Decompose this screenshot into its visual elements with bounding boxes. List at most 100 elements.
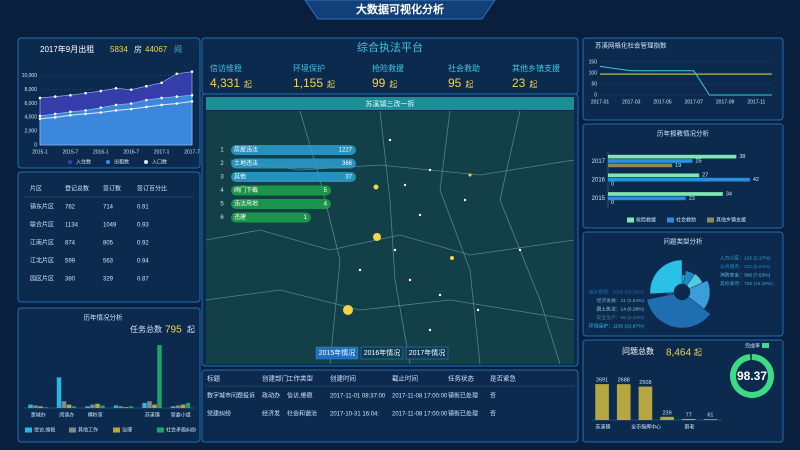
panel-frame (17, 307, 201, 443)
rank-bar (231, 212, 311, 223)
rank-number: 6 (220, 215, 224, 221)
table-header: 签订百分比 (137, 185, 167, 193)
y-tick-label: 2016 (592, 178, 606, 184)
point (84, 112, 87, 116)
rank-number: 1 (220, 148, 224, 154)
legend-label: 社会救助 (676, 216, 696, 223)
table-cell: 599 (65, 259, 76, 265)
x-tick-label: 阅读办 (59, 411, 74, 418)
x-tick-label: 2017-11 (747, 99, 765, 105)
bar (118, 406, 124, 408)
bar (85, 406, 90, 408)
rank-name: 其他 (234, 173, 246, 181)
y-tick-label: 8,000 (24, 87, 37, 93)
point (129, 102, 133, 105)
rank-value: 4 (324, 202, 328, 208)
rank-bar (231, 158, 356, 169)
bar (681, 418, 696, 420)
map-tab[interactable] (315, 346, 359, 360)
data-label: 23 (689, 196, 695, 202)
table-cell: 0.87 (137, 277, 149, 283)
stat-label: 其他乡镇支援 (512, 63, 560, 73)
table-cell: 563 (103, 259, 114, 265)
bar (123, 407, 129, 408)
point (53, 116, 57, 119)
pie-label: 安全生产：65 (1.34%) (597, 314, 645, 321)
data-label: 77 (686, 412, 692, 418)
point (190, 93, 194, 97)
point (175, 72, 179, 76)
point (53, 112, 57, 116)
data-label: 27 (702, 173, 708, 179)
chart-title: 问题类型分析 (664, 237, 704, 246)
data-label: 38 (739, 154, 745, 160)
data-label: 25 (695, 158, 701, 164)
table-cell: 1049 (103, 223, 117, 229)
table-cell: 镇东片区 (30, 203, 54, 211)
map-tab-label[interactable]: 2016年情况 (364, 348, 401, 357)
table-cell: 否 (490, 393, 496, 400)
table-cell: 江北片区 (30, 257, 54, 265)
x-tick-label: 2016-1 (93, 149, 109, 155)
y-tick-label: 2017 (592, 159, 606, 165)
x-tick-label: 苏溪镇 (145, 411, 160, 418)
pie-label: 消防安全：366 (7.63%) (720, 271, 771, 278)
legend-swatch (667, 217, 674, 223)
table-cell: 党建纠纷 (207, 410, 231, 418)
table-header: 标题 (207, 374, 221, 383)
x-tick-label: 2017-07 (685, 99, 704, 105)
point (160, 81, 163, 85)
point (69, 113, 72, 117)
rank-name: 阀门下截 (234, 186, 258, 194)
y-tick-label: 0 (34, 142, 37, 148)
legend-label: 信访,维稳 (34, 426, 55, 433)
table-cell: 2017-11-01 08:37:00 (330, 394, 386, 400)
table-header: 登记总数 (65, 185, 89, 193)
stat-value: 4,331 (210, 76, 240, 90)
stat-unit: 起 (327, 80, 335, 89)
bar (185, 402, 191, 408)
map-tab-label[interactable]: 2017年情况 (409, 348, 446, 357)
task-unit: 起 (187, 325, 195, 334)
bar (95, 403, 100, 408)
bar (147, 401, 152, 408)
table-cell: 0.92 (137, 241, 149, 247)
data-label: 239 (662, 410, 671, 416)
gauge-value: 98.37 (737, 369, 767, 383)
legend-label: 入口数 (152, 158, 167, 165)
data-label: 61 (707, 413, 713, 419)
legend-swatch (69, 427, 76, 433)
bar (608, 192, 723, 196)
data-label: 0 (611, 200, 614, 206)
map-tab[interactable] (405, 346, 449, 360)
map-tab-label[interactable]: 2015年情况 (319, 348, 356, 357)
legend-swatch (113, 427, 120, 433)
bar (608, 177, 750, 182)
point (114, 103, 118, 107)
point (129, 88, 133, 91)
bar (180, 404, 186, 408)
rent-units: 44067 (145, 45, 168, 54)
point (99, 89, 103, 93)
bar (703, 419, 718, 420)
legend-label: 治理 (122, 426, 132, 433)
rank-name: 房屋违法 (234, 146, 258, 154)
map-tab[interactable] (360, 346, 404, 360)
x-tick-label: 2016-7 (123, 149, 139, 155)
rank-name: 土地违法 (234, 159, 258, 167)
y-tick-label: 0 (594, 92, 597, 98)
x-tick-label: 蔚老 (684, 423, 694, 430)
stat-unit: 起 (244, 80, 252, 89)
rent-rooms-unit: 房 (134, 44, 142, 54)
rank-value: 1 (304, 215, 308, 221)
point (190, 100, 194, 103)
panel-frame (17, 171, 201, 303)
table-cell: 数字城市问题投诉 (207, 392, 255, 400)
bar (608, 163, 673, 168)
x-tick-label: 2017-7 (184, 149, 200, 155)
x-tick-label: 全市指挥中心 (631, 423, 661, 430)
legend-swatch (762, 343, 769, 348)
pie-label: 入为小区：125 (2.17%) (720, 254, 771, 261)
pie-label: 公共服务：322 (6.64%) (720, 263, 771, 270)
